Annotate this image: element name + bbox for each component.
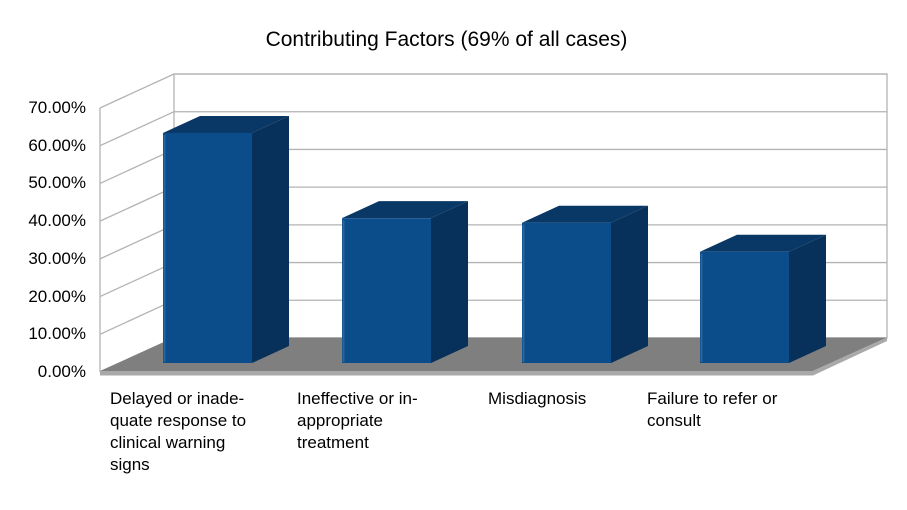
bar-3 — [522, 205, 648, 363]
y-axis-tick-label: 70.00% — [28, 98, 86, 117]
y-axis-tick-label: 60.00% — [28, 135, 86, 155]
chart-floor — [100, 337, 887, 376]
y-axis-tick-label: 10.00% — [28, 324, 86, 344]
bar-2 — [342, 201, 468, 363]
y-axis-tick-label: 30.00% — [28, 248, 86, 268]
bar-4 — [700, 234, 826, 363]
y-axis-tick-label: 0.00% — [37, 362, 86, 381]
x-axis-category-label: Ineffective or in- appropriate treatment — [297, 389, 418, 452]
y-axis-tick-label: 20.00% — [28, 286, 86, 306]
x-axis-category-label: Failure to refer or consult — [647, 389, 778, 430]
x-axis-category-label: Delayed or inade- quate response to clin… — [110, 389, 247, 474]
y-axis-tick-label: 40.00% — [28, 211, 86, 231]
bar-1 — [163, 115, 289, 363]
x-axis-category-label: Misdiagnosis — [488, 389, 587, 408]
y-axis-tick-label: 50.00% — [28, 173, 86, 193]
chart-title: Contributing Factors (69% of all cases) — [265, 28, 628, 51]
